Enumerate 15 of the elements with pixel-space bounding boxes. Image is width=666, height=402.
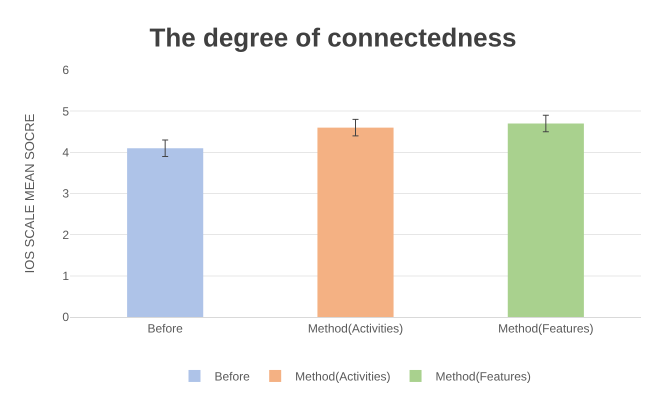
legend-label: Before xyxy=(214,370,250,384)
x-tick-label: Method(Activities) xyxy=(308,321,404,336)
x-tick-label: Method(Features) xyxy=(498,321,594,336)
y-tick-label: 0 xyxy=(62,310,70,324)
legend-label: Method(Features) xyxy=(436,370,531,384)
chart-title: The degree of connectedness xyxy=(150,22,516,52)
y-tick-label: 6 xyxy=(62,63,70,78)
y-axis-title: IOS SCALE MEAN SOCRE xyxy=(22,113,37,274)
y-tick-label: 2 xyxy=(62,228,70,242)
y-tick-label: 5 xyxy=(62,104,70,118)
legend-label: Method(Activities) xyxy=(295,370,391,384)
y-tick-label: 3 xyxy=(62,186,70,201)
x-tick-label: Before xyxy=(147,321,184,336)
y-tick-label: 4 xyxy=(62,146,70,160)
y-tick-label: 1 xyxy=(62,269,70,284)
